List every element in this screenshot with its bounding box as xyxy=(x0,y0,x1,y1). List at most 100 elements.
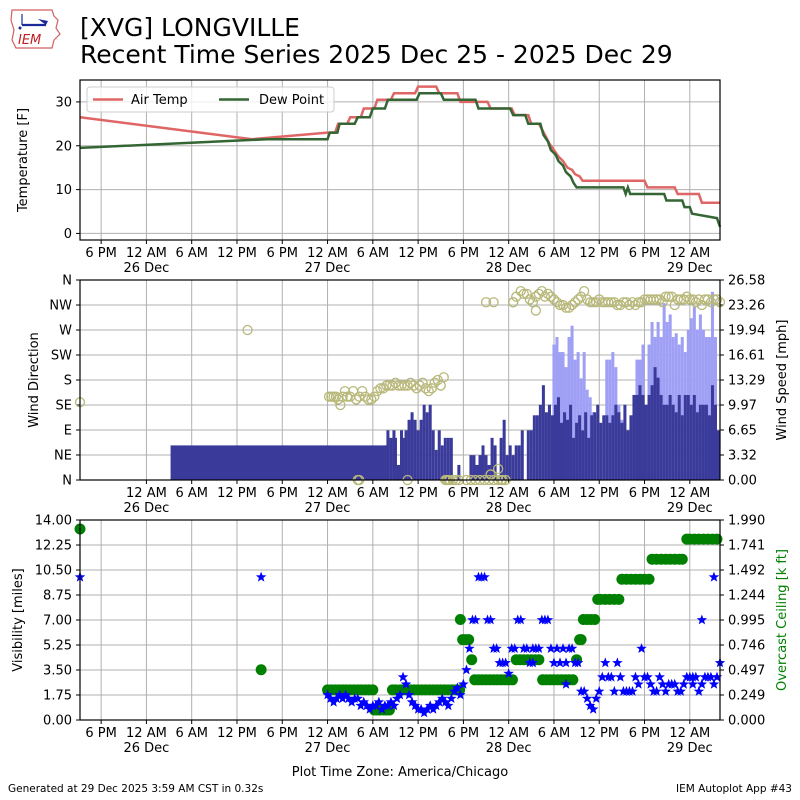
speed-tick-label: 26.58 xyxy=(728,274,765,289)
x-tick-label: 6 AM xyxy=(538,486,571,501)
visibility-point xyxy=(409,700,421,711)
wind-speed-bar xyxy=(650,385,654,480)
wind-direction-point xyxy=(423,385,434,397)
wind-direction-point xyxy=(351,394,362,405)
visibility-point xyxy=(391,693,403,703)
x-tick-date: 28 Dec xyxy=(486,501,532,516)
x-tick-label: 6 AM xyxy=(357,246,390,261)
wind-direction-point xyxy=(575,291,587,302)
wind-speed-bar xyxy=(590,415,594,480)
ceiling-point xyxy=(575,634,587,646)
wind-speed-bar xyxy=(629,415,633,480)
wind-speed-bar xyxy=(396,464,400,480)
visibility-point xyxy=(566,643,578,653)
wind-speed-bar xyxy=(560,422,564,480)
wind-speed-bars xyxy=(170,367,720,480)
wind-speed-bar xyxy=(644,404,648,480)
wind-direction-point xyxy=(545,291,557,302)
wind-direction-point xyxy=(690,297,701,308)
wind-gust-bar xyxy=(662,303,666,480)
visibility-point xyxy=(400,678,412,689)
wind-direction-point xyxy=(381,380,392,391)
visibility-point xyxy=(434,696,445,707)
x-tick-label: 6 PM xyxy=(85,246,116,261)
wind-direction-point xyxy=(363,394,374,405)
generated-note: Generated at 29 Dec 2025 3:59 AM CST in … xyxy=(8,783,264,795)
wind-speed-bar xyxy=(484,455,488,480)
wind-speed-bar xyxy=(505,455,509,480)
wind-direction-point xyxy=(603,297,614,308)
visibility-point xyxy=(678,678,689,689)
wind-speed-bar xyxy=(572,437,576,480)
y-axis-label: Wind Direction xyxy=(27,332,42,428)
visibility-point xyxy=(545,643,557,653)
speed-tick-label: 0.00 xyxy=(728,474,757,489)
visibility-point xyxy=(500,657,511,668)
wind-direction-point xyxy=(366,394,377,405)
wind-direction-point xyxy=(548,294,560,305)
wind-speed-bar xyxy=(386,430,390,480)
speed-tick-label: 6.65 xyxy=(728,424,757,439)
visibility-point xyxy=(548,657,560,668)
wind-speed-bar xyxy=(641,394,645,480)
wind-speed-bar xyxy=(393,437,397,480)
wind-speed-bar xyxy=(170,445,387,480)
visibility-point xyxy=(645,678,656,689)
x-tick-label: 12 AM xyxy=(307,486,348,501)
wind-speed-bar xyxy=(553,404,557,480)
wind-direction-point xyxy=(672,294,683,305)
visibility-point xyxy=(373,696,385,707)
wind-speed-bar xyxy=(608,422,612,480)
wind-direction-point xyxy=(530,305,541,316)
wind-direction-point xyxy=(432,374,443,386)
wind-direction-point xyxy=(417,377,428,388)
visibility-point xyxy=(503,668,514,678)
wind-direction-point xyxy=(396,380,407,391)
visibility-point xyxy=(606,671,617,682)
x-tick-label: 6 PM xyxy=(629,246,660,261)
wind-direction-point xyxy=(337,391,348,402)
visibility-point xyxy=(557,643,569,653)
x-tick-date: 26 Dec xyxy=(123,261,169,276)
visibility-tick-label: 14.00 xyxy=(35,514,72,529)
wind-direction-point xyxy=(539,291,551,302)
speed-tick-label: 3.32 xyxy=(728,449,757,464)
wind-direction-point xyxy=(515,285,526,297)
ceiling-point xyxy=(643,573,655,585)
ceiling-tick-label: 0.249 xyxy=(728,689,765,704)
wind-speed-bar xyxy=(535,415,539,480)
wind-speed-bar xyxy=(425,412,429,480)
wind-speed-bar xyxy=(626,430,630,480)
ceiling-point xyxy=(613,593,625,605)
wind-speed-bar xyxy=(410,412,414,480)
wind-direction-point xyxy=(492,463,504,475)
wind-direction-point xyxy=(536,285,548,297)
page-title: [XVG] LONGVILLE Recent Time Series 2025 … xyxy=(80,14,673,68)
wind-speed-bar xyxy=(413,419,417,480)
wind-speed-bar xyxy=(437,430,441,480)
wind-speed-bar xyxy=(478,455,482,480)
visibility-point xyxy=(705,671,717,682)
wind-speed-bar xyxy=(575,422,579,480)
wind-speed-bar xyxy=(514,445,518,480)
wind-direction-point xyxy=(569,297,581,308)
wind-gust-bar xyxy=(674,333,678,480)
wind-speed-bar xyxy=(653,367,657,480)
wind-speed-bar xyxy=(698,404,702,480)
visibility-point xyxy=(431,700,442,711)
axes-frame xyxy=(79,519,721,721)
wind-speed-bar xyxy=(422,404,426,480)
x-tick-label: 6 AM xyxy=(538,246,571,261)
wind-direction-point xyxy=(426,383,437,394)
visibility-point xyxy=(527,657,539,668)
wind-speed-bar xyxy=(401,437,405,480)
wind-direction-point xyxy=(612,299,623,311)
wind-direction-point xyxy=(242,324,253,336)
wind-direction-point xyxy=(378,383,389,394)
visibility-point xyxy=(533,643,545,653)
wind-direction-point xyxy=(330,391,341,402)
visibility-point xyxy=(355,700,366,711)
visibility-tick-label: 12.25 xyxy=(35,539,72,554)
visibility-point xyxy=(331,693,342,703)
